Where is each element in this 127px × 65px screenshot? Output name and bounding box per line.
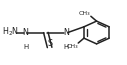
Text: H: H [23,44,28,50]
Text: CH₃: CH₃ [66,44,78,49]
Text: CH₃: CH₃ [79,11,91,15]
Text: N: N [63,28,69,37]
Text: H: H [64,44,69,50]
Text: H$_2$N: H$_2$N [2,26,19,38]
Text: N: N [22,28,28,37]
Text: S: S [48,39,53,48]
